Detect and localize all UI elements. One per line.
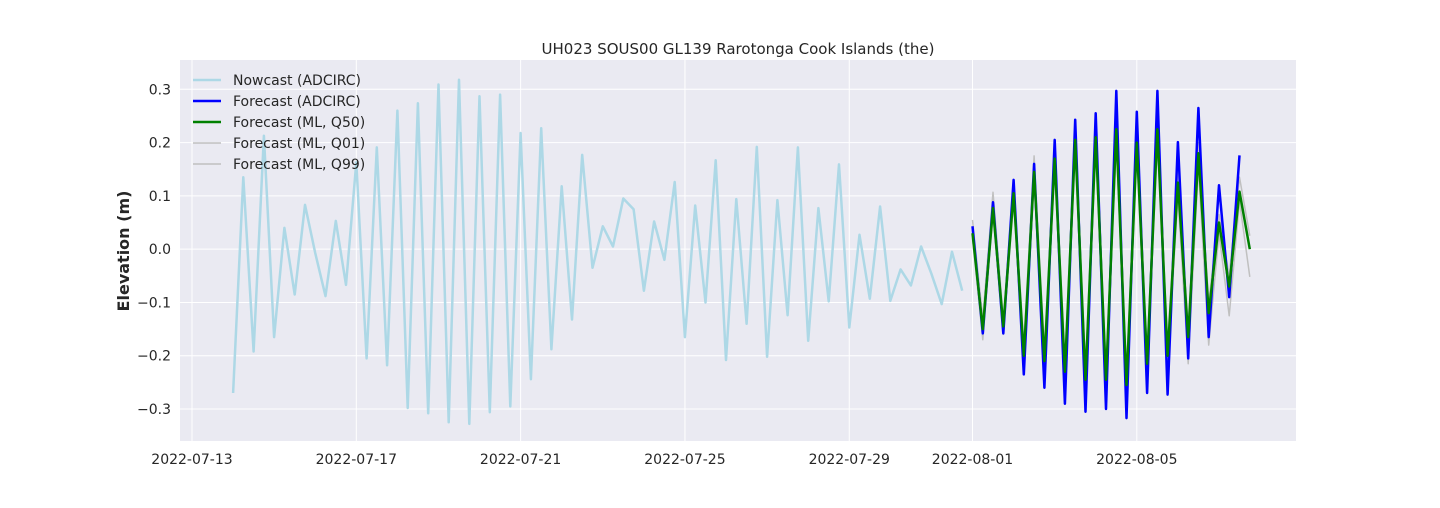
legend-label: Forecast (ADCIRC) [233,94,361,110]
x-tick-label: 2022-07-17 [316,452,397,468]
legend: Nowcast (ADCIRC) Forecast (ADCIRC) Forecas… [193,73,365,173]
y-tick-label: 0.0 [149,242,171,258]
y-tick-label: −0.2 [137,349,171,365]
y-tick-label: 0.1 [149,189,171,205]
legend-label: Forecast (ML, Q50) [233,115,365,131]
chart-title: UH023 SOUS00 GL139 Rarotonga Cook Island… [542,40,935,58]
x-tick-label: 2022-08-01 [932,452,1013,468]
y-tick-label: −0.3 [137,402,171,418]
series-line [231,78,964,426]
y-tick-label: 0.2 [149,136,171,152]
grid [180,60,1296,441]
x-tick-label: 2022-07-25 [644,452,725,468]
legend-label: Nowcast (ADCIRC) [233,73,361,89]
legend-label: Forecast (ML, Q01) [233,136,365,152]
x-tick-label: 2022-08-05 [1096,452,1177,468]
x-tick-label: 2022-07-21 [480,452,561,468]
series-line [971,128,1252,387]
y-axis-ticks: −0.3 −0.2 −0.1 0.0 0.1 0.2 0.3 [137,82,171,418]
y-axis-label: Elevation (m) [114,191,133,312]
y-tick-label: 0.3 [149,82,171,98]
x-axis-ticks: 2022-07-13 2022-07-17 2022-07-21 2022-07-25… [151,452,1177,468]
series-layer [231,78,1252,426]
x-tick-label: 2022-07-13 [151,452,232,468]
x-tick-label: 2022-07-29 [809,452,890,468]
legend-label: Forecast (ML, Q99) [233,157,365,173]
y-tick-label: −0.1 [137,295,171,311]
